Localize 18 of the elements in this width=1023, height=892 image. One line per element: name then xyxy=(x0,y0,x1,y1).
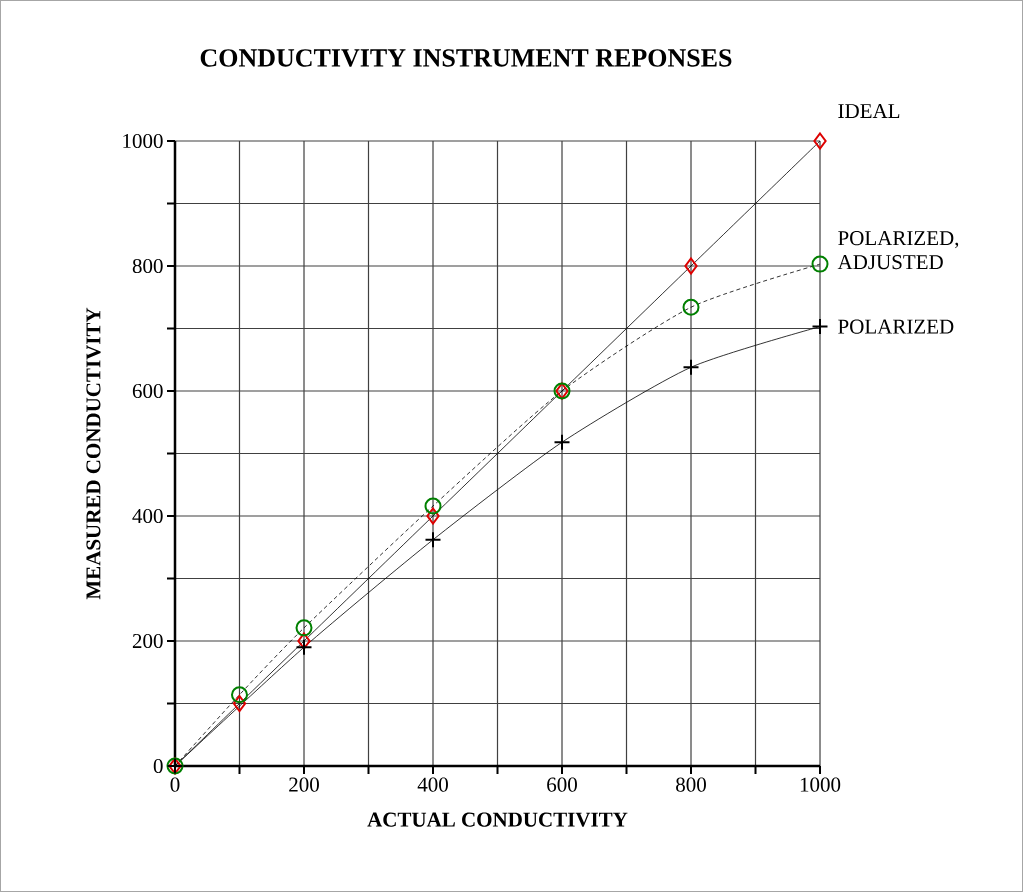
chart-title: CONDUCTIVITY INSTRUMENT REPONSES xyxy=(200,49,732,67)
x-tick-label: 400 xyxy=(417,777,448,792)
series-label: POLARIZED xyxy=(838,319,954,334)
series-label: IDEAL xyxy=(838,104,900,118)
y-axis-title: MEASURED CONDUCTIVITY xyxy=(86,307,101,600)
series-label: POLARIZED, ADJUSTED xyxy=(837,231,959,270)
x-tick-label: 200 xyxy=(289,777,319,792)
y-tick-label: 1000 xyxy=(123,133,163,149)
x-axis-title: ACTUAL CONDUCTIVITY xyxy=(367,812,628,827)
x-tick-label: 600 xyxy=(547,777,577,792)
y-tick-label: 600 xyxy=(132,383,163,399)
y-tick-label: 800 xyxy=(132,258,163,274)
x-tick-label: 0 xyxy=(170,777,180,792)
x-tick-label: 800 xyxy=(676,777,706,792)
x-tick-label: 1000 xyxy=(800,777,841,792)
y-tick-label: 200 xyxy=(132,633,163,649)
y-tick-label: 400 xyxy=(132,508,163,524)
y-tick-label: 0 xyxy=(153,758,163,774)
